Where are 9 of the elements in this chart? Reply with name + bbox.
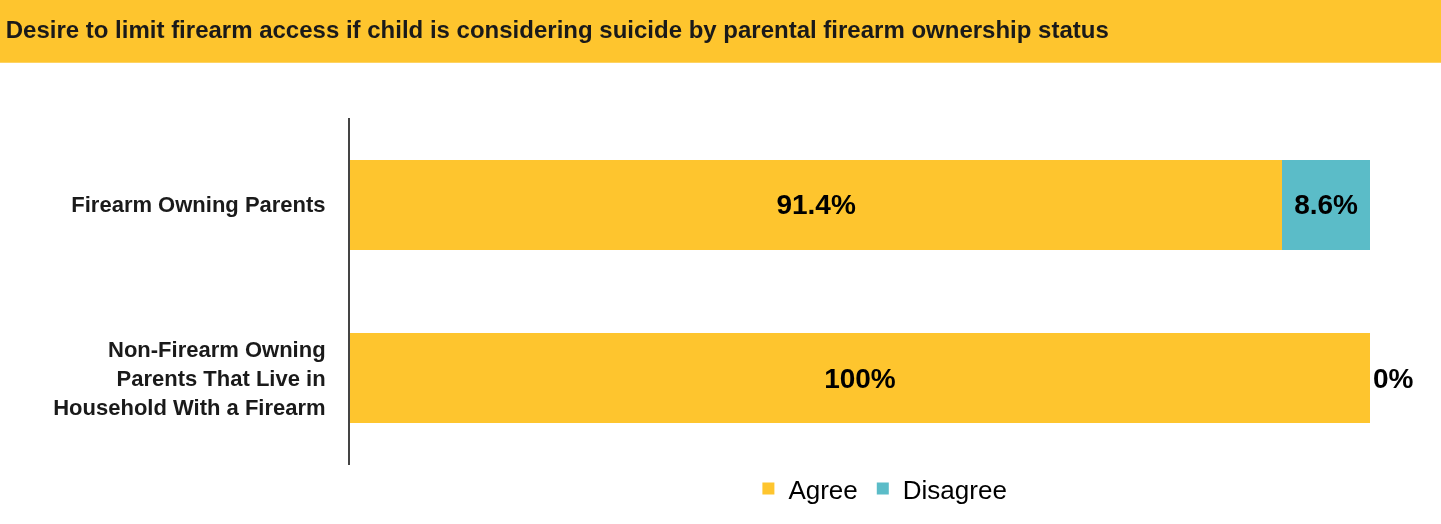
data-label: 8.6% [1294, 189, 1359, 221]
chart-title: Desire to limit firearm access if child is considering suicide by parental firearm ownership status [5, 16, 1109, 44]
data-label: 100% [824, 362, 896, 394]
legend-label: Disagree [902, 474, 1007, 505]
legend-label: Agree [788, 474, 858, 505]
y-tick-label: Firearm Owning Parents [71, 192, 326, 218]
data-label: 0% [1373, 362, 1414, 394]
data-label: 91.4% [776, 189, 856, 221]
y-tick-label: Non-Firearm Owning Parents That Live in Household With a Firearm [53, 337, 326, 420]
